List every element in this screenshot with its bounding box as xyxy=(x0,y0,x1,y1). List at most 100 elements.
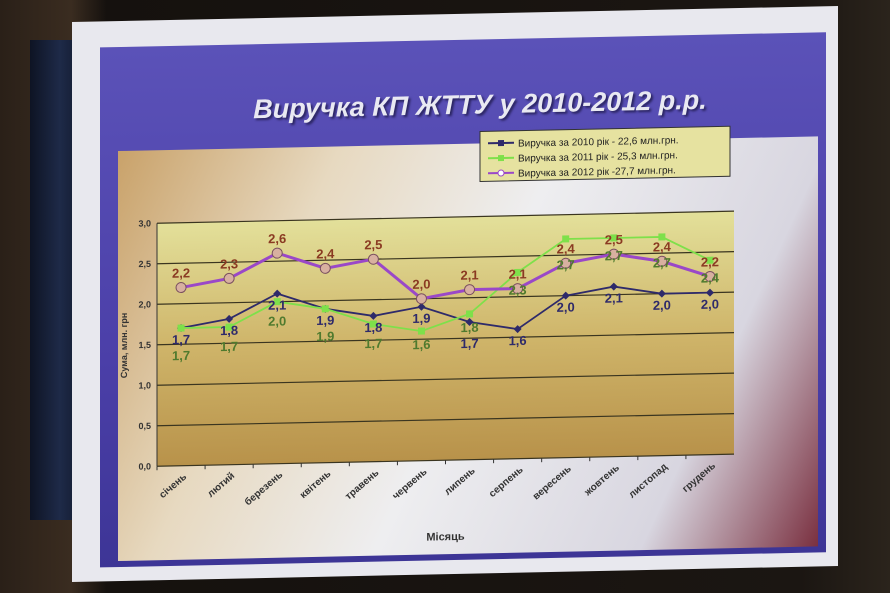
data-label: 2,2 xyxy=(701,254,719,269)
data-label: 2,0 xyxy=(557,299,575,314)
data-point-2012 xyxy=(704,270,716,282)
x-tick-label: жовтень xyxy=(582,463,622,499)
data-label: 2,7 xyxy=(653,255,671,270)
data-label: 2,3 xyxy=(509,282,527,297)
data-label: 2,4 xyxy=(316,246,335,261)
x-tick-label: січень xyxy=(157,472,189,501)
data-point-2010 xyxy=(417,302,426,311)
x-tick-label: березень xyxy=(242,469,285,508)
series-line-2010 xyxy=(180,285,710,331)
data-point-2010 xyxy=(705,288,714,297)
data-point-2012 xyxy=(319,262,331,274)
x-tick-label: грудень xyxy=(681,461,718,495)
legend-marker xyxy=(498,154,504,162)
x-tick-label: червень xyxy=(391,467,430,502)
data-label: 2,0 xyxy=(268,313,286,328)
data-label: 2,1 xyxy=(268,297,286,312)
data-label: 1,9 xyxy=(316,313,334,328)
series-line-2011 xyxy=(181,236,711,333)
projection-screen: Виручка КП ЖТТУ у 2010-2012 р.р. 0,0 0,5 1… xyxy=(72,5,838,583)
data-label: 2,0 xyxy=(412,277,430,292)
data-point-2010 xyxy=(465,317,474,326)
data-label: 2,6 xyxy=(268,231,286,246)
data-label: 1,6 xyxy=(412,337,430,352)
data-label: 2,3 xyxy=(220,256,238,271)
data-label: 1,8 xyxy=(461,320,479,335)
data-label: 2,4 xyxy=(557,241,576,256)
data-label: 1,9 xyxy=(316,329,334,344)
y-tick-label: 2,5 xyxy=(138,259,151,269)
x-tick-label: серпень xyxy=(487,465,525,500)
legend-label: Виручка за 2011 рік - 25,3 млн.грн. xyxy=(518,150,678,164)
data-point-2011 xyxy=(706,256,714,264)
y-tick-label: 0,0 xyxy=(138,461,151,471)
data-point-2010 xyxy=(513,325,522,334)
legend-label: Виручка за 2012 рік -27,7 млн.грн. xyxy=(518,165,676,179)
data-point-2012 xyxy=(223,272,235,284)
data-point-2011 xyxy=(321,305,329,313)
data-point-2012 xyxy=(656,255,668,267)
legend-marker xyxy=(497,169,505,177)
y-axis-label: Сума, млн. грн xyxy=(119,313,129,379)
data-point-2012 xyxy=(560,257,572,269)
x-tick-label: липень xyxy=(443,466,478,498)
x-tick-label: квітень xyxy=(298,469,333,501)
data-label: 2,4 xyxy=(653,239,672,254)
gridline xyxy=(157,372,734,386)
x-tick-label: листопад xyxy=(627,461,670,501)
data-label: 1,8 xyxy=(220,323,238,338)
gridline xyxy=(157,210,734,224)
data-point-2011 xyxy=(369,320,377,328)
data-label: 2,5 xyxy=(605,232,623,247)
data-label: 1,7 xyxy=(461,336,479,351)
x-tick-label: травень xyxy=(343,468,381,503)
data-point-2012 xyxy=(415,293,427,305)
data-point-2010 xyxy=(609,282,618,291)
data-point-2012 xyxy=(175,282,187,294)
gridline xyxy=(157,332,734,346)
line-chart: 0,0 0,5 1,0 1,5 2,0 2,5 3,0 Сума, млн. грн січен… xyxy=(119,125,734,544)
y-tick-label: 0,5 xyxy=(138,421,151,431)
data-label: 2,0 xyxy=(701,296,719,311)
data-point-2010 xyxy=(657,289,666,298)
y-tick-label: 1,5 xyxy=(138,340,151,350)
legend-marker xyxy=(498,139,504,147)
y-tick-label: 1,0 xyxy=(138,380,151,390)
y-tick-label: 2,0 xyxy=(138,299,151,309)
data-point-2012 xyxy=(512,283,524,295)
gridline xyxy=(157,251,734,265)
data-point-2012 xyxy=(464,284,476,296)
data-point-2011 xyxy=(177,324,185,332)
x-tick-label: лютий xyxy=(206,471,237,500)
data-point-2010 xyxy=(273,289,282,298)
data-label: 1,8 xyxy=(364,320,382,335)
x-tick-label: вересень xyxy=(531,464,574,503)
y-tick-label: 3,0 xyxy=(138,218,151,228)
data-point-2011 xyxy=(417,327,425,335)
data-label: 2,1 xyxy=(461,267,479,282)
data-label: 1,7 xyxy=(220,339,238,354)
gridline xyxy=(157,413,734,427)
data-label: 2,7 xyxy=(557,257,575,272)
data-label: 1,9 xyxy=(412,311,430,326)
data-point-2011 xyxy=(225,323,233,331)
data-point-2012 xyxy=(608,248,620,260)
data-label: 1,6 xyxy=(509,333,527,348)
series-line-2012 xyxy=(180,251,711,301)
x-axis-label: Місяць xyxy=(426,531,465,544)
legend xyxy=(479,125,731,182)
legend-label: Виручка за 2010 рік - 22,6 млн.грн. xyxy=(518,135,679,149)
data-label: 2,7 xyxy=(605,248,623,263)
data-point-2011 xyxy=(658,233,666,241)
data-label: 2,0 xyxy=(653,297,671,312)
data-point-2011 xyxy=(610,234,618,242)
data-point-2011 xyxy=(514,268,522,276)
data-label: 1,7 xyxy=(172,332,190,347)
data-point-2011 xyxy=(273,298,281,306)
data-label: 2,1 xyxy=(509,266,527,281)
data-label: 2,5 xyxy=(364,237,382,252)
data-point-2010 xyxy=(561,291,570,300)
data-point-2011 xyxy=(562,235,570,243)
data-point-2010 xyxy=(369,311,378,320)
data-label: 1,7 xyxy=(364,336,382,351)
